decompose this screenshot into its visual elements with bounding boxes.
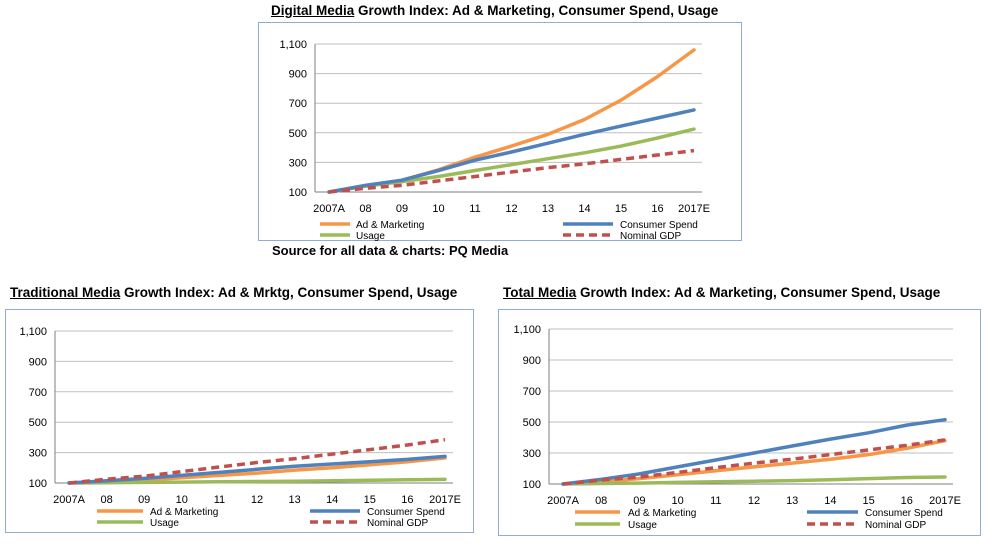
- x-tick-label: 2017E: [429, 494, 461, 506]
- y-tick-label: 1,100: [279, 39, 307, 51]
- y-tick-label: 900: [523, 355, 541, 367]
- series-line-consumer-spend: [327, 108, 696, 194]
- legend-label: Nominal GDP: [865, 520, 926, 531]
- x-tick-label: 11: [710, 495, 721, 507]
- series-line-nominal-gdp: [68, 437, 446, 485]
- x-tick-label: 13: [542, 203, 554, 215]
- x-tick-label: 2007A: [53, 494, 85, 506]
- legend-label: Usage: [356, 231, 385, 242]
- legend-label: Usage: [150, 518, 179, 529]
- y-tick-label: 500: [523, 417, 541, 429]
- series-line-ad-marketing: [561, 438, 947, 486]
- legend-label: Consumer Spend: [865, 508, 943, 519]
- x-tick-label: 10: [432, 203, 444, 215]
- legend-label: Consumer Spend: [367, 507, 445, 518]
- series-line-usage: [67, 477, 447, 485]
- x-tick-label: 15: [364, 494, 376, 506]
- y-tick-label: 700: [523, 386, 541, 398]
- x-tick-label: 08: [595, 495, 607, 507]
- series-line-consumer-spend: [561, 417, 947, 486]
- y-tick-label: 100: [523, 479, 541, 491]
- legend-label: Nominal GDP: [620, 231, 681, 242]
- x-tick-label: 15: [862, 495, 874, 507]
- y-tick-label: 300: [523, 448, 541, 460]
- x-tick-label: 08: [359, 203, 371, 215]
- traditional-title-prefix: Traditional Media: [10, 285, 121, 300]
- y-tick-label: 300: [289, 157, 307, 169]
- y-tick-label: 500: [29, 417, 47, 429]
- traditional-chart-frame: [5, 309, 474, 533]
- x-tick-label: 16: [401, 494, 413, 506]
- series-line-nominal-gdp: [328, 148, 695, 194]
- traditional-chart: 100 300 500 700 900 1,100 2007A 08 09 10 11 12 13 14 1…: [19, 326, 461, 529]
- y-tick-label: 300: [29, 448, 47, 460]
- x-tick-label: 2007A: [547, 495, 579, 507]
- digital-chart-title: Digital Media Growth Index: Ad & Marketi…: [271, 3, 718, 18]
- total-title-rest: Growth Index: Ad & Marketing, Consumer S…: [576, 285, 941, 300]
- y-tick-label: 100: [29, 478, 47, 490]
- x-tick-label: 12: [748, 495, 760, 507]
- series-line-usage: [561, 475, 947, 486]
- digital-title-prefix: Digital Media: [271, 3, 355, 18]
- y-tick-label: 900: [29, 356, 47, 368]
- series-line-consumer-spend: [67, 454, 447, 485]
- digital-chart: 100 300 500 700 900 1,100 2007A 08 09 10 11 12 13 14 1…: [279, 39, 710, 242]
- legend-label: Ad & Marketing: [628, 508, 696, 519]
- y-tick-label: 1,100: [513, 324, 541, 336]
- x-tick-label: 09: [633, 495, 645, 507]
- x-tick-label: 13: [288, 494, 300, 506]
- x-tick-label: 11: [214, 494, 225, 506]
- digital-title-rest: Growth Index: Ad & Marketing, Consumer S…: [354, 3, 719, 18]
- x-tick-label: 16: [901, 495, 913, 507]
- y-tick-label: 100: [289, 187, 307, 199]
- y-tick-label: 700: [29, 387, 47, 399]
- y-tick-label: 900: [289, 69, 307, 81]
- y-tick-label: 700: [289, 98, 307, 110]
- x-tick-label: 09: [138, 494, 150, 506]
- total-chart: 100 300 500 700 900 1,100 2007A 08 09 10 11 12 13 14 1…: [513, 324, 961, 531]
- legend-label: Consumer Spend: [620, 220, 698, 231]
- x-tick-label: 11: [469, 203, 480, 215]
- digital-chart-frame: [258, 22, 742, 241]
- x-tick-label: 15: [615, 203, 627, 215]
- x-tick-label: 16: [651, 203, 663, 215]
- x-tick-label: 14: [326, 494, 338, 506]
- legend-label: Ad & Marketing: [356, 220, 424, 231]
- x-tick-label: 08: [100, 494, 112, 506]
- y-tick-label: 1,100: [19, 326, 47, 338]
- traditional-title-rest: Growth Index: Ad & Mrktg, Consumer Spend…: [120, 285, 458, 300]
- x-tick-label: 14: [578, 203, 590, 215]
- y-tick-label: 500: [289, 128, 307, 140]
- total-title-prefix: Total Media: [503, 285, 577, 300]
- x-tick-label: 2017E: [929, 495, 961, 507]
- x-tick-label: 2007A: [313, 203, 345, 215]
- traditional-chart-title: Traditional Media Growth Index: Ad & Mrk…: [10, 285, 457, 300]
- legend-label: Nominal GDP: [367, 518, 428, 529]
- x-tick-label: 14: [824, 495, 836, 507]
- x-tick-label: 12: [251, 494, 263, 506]
- x-tick-label: 12: [505, 203, 517, 215]
- x-tick-label: 13: [786, 495, 798, 507]
- legend-label: Usage: [628, 520, 657, 531]
- total-chart-title: Total Media Growth Index: Ad & Marketing…: [503, 285, 940, 300]
- x-tick-label: 09: [396, 203, 408, 215]
- source-note: Source for all data & charts: PQ Media: [272, 243, 509, 258]
- legend-label: Ad & Marketing: [150, 507, 218, 518]
- x-tick-label: 2017E: [678, 203, 710, 215]
- x-tick-label: 10: [176, 494, 188, 506]
- x-tick-label: 10: [671, 495, 683, 507]
